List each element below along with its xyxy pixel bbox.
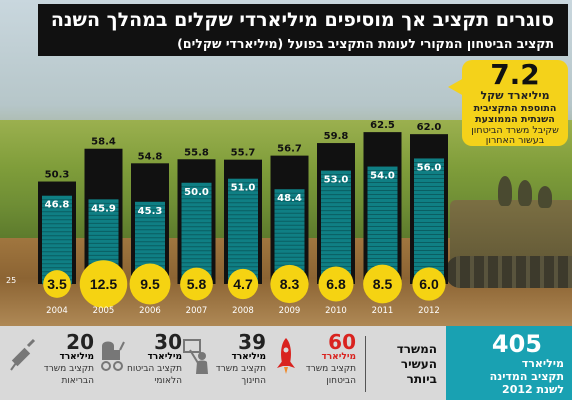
- addition-value-label: 6.8: [326, 276, 346, 292]
- actual-value-label: 56.7: [277, 144, 302, 155]
- actual-value-label: 58.4: [91, 137, 116, 148]
- actual-value-label: 55.8: [184, 147, 209, 158]
- addition-circle: [180, 267, 213, 301]
- year-tick-label: 2010: [325, 306, 347, 316]
- ministry-value: 30: [154, 330, 182, 354]
- addition-circle: [79, 260, 128, 308]
- budget-chart: 50.3 46.8 3.5 2004 58.4 45.9 12.5 2005 54.8 45.3 9…: [38, 120, 448, 316]
- syringe-icon: [10, 338, 36, 371]
- ministry-unit: מיליארד: [321, 352, 356, 362]
- ministry-value: 60: [328, 330, 356, 354]
- vehicle-tread: [446, 256, 572, 288]
- original-value-label: 45.3: [138, 206, 163, 217]
- actual-value-label: 50.3: [45, 170, 70, 181]
- average-addition-callout: 7.2 מיליארד שקל התוספת התקציבית השנתית ה…: [448, 58, 568, 146]
- richest-ministry-label: המשרד העשיר ביותר: [365, 336, 439, 392]
- original-value-label: 53.0: [324, 175, 349, 186]
- ministry-unit: מיליארד: [59, 352, 94, 362]
- addition-value-label: 8.3: [280, 276, 300, 292]
- original-value-label: 54.0: [370, 171, 395, 182]
- year-tick-label: 2004: [46, 306, 68, 316]
- addition-value-label: 4.7: [233, 276, 253, 292]
- ministry-label: תקציב הביטוח: [127, 364, 182, 374]
- actual-value-label: 54.8: [138, 151, 163, 162]
- year-tick-label: 2007: [186, 306, 208, 316]
- state-budget-value: 405: [491, 330, 542, 358]
- ministry-education: 39 מיליארד תקציב משרד החינוך: [180, 330, 268, 398]
- ministry-value: 39: [238, 330, 266, 354]
- addition-value-label: 6.0: [419, 276, 439, 292]
- addition-circle: [412, 267, 446, 301]
- callout-line: התוספת התקציבית: [473, 103, 557, 114]
- ministry-label: תקציב משרד: [305, 364, 356, 374]
- actual-value-label: 62.0: [417, 122, 442, 133]
- original-value-label: 45.9: [91, 203, 116, 214]
- callout-unit: מיליארד שקל: [480, 89, 550, 102]
- addition-value-label: 9.5: [140, 276, 160, 292]
- ministry-label: הבריאות: [61, 376, 94, 386]
- axis-baseline-label: 25: [6, 276, 17, 285]
- addition-circle: [43, 270, 71, 298]
- ministry-label: הלאומי: [154, 376, 182, 386]
- ministry-unit: מיליארד: [231, 352, 266, 362]
- callout-line: השנתית הממוצעת: [475, 114, 555, 125]
- state-budget-unit: מיליארד: [521, 357, 564, 370]
- bar-original: [321, 170, 351, 284]
- ministry-health: 20 מיליארד תקציב משרד הבריאות: [8, 330, 96, 398]
- addition-circle: [270, 264, 309, 304]
- ministry-unit: מיליארד: [147, 352, 182, 362]
- title-banner: סוגרים תקציב אך מוסיפים מיליארדי שקלים ב…: [38, 4, 568, 56]
- state-budget-box: 405 מיליארד תקציב המדינה לשנת 2012: [446, 326, 572, 400]
- year-tick-label: 2008: [232, 306, 254, 316]
- ministry-defense: 60 מיליארד תקציב משרד הביטחון: [270, 330, 358, 398]
- ministry-label: החינוך: [241, 376, 266, 386]
- addition-value-label: 5.8: [187, 276, 207, 292]
- year-tick-label: 2012: [418, 306, 440, 316]
- original-value-label: 50.0: [184, 187, 209, 198]
- ministry-label: תקציב משרד: [215, 364, 266, 374]
- callout-line: בעשור האחרון: [485, 135, 545, 146]
- state-budget-year: לשנת 2012: [502, 383, 564, 396]
- bar-original: [414, 158, 444, 284]
- soldier-figure: [538, 186, 552, 208]
- original-value-label: 51.0: [231, 183, 256, 194]
- chart-title: סוגרים תקציב אך מוסיפים מיליארדי שקלים ב…: [50, 9, 554, 31]
- callout-line: שקיבל משרד הביטחון: [471, 125, 559, 136]
- baby-stroller-icon: [101, 341, 125, 371]
- addition-circle: [318, 266, 354, 302]
- addition-circle: [363, 264, 402, 304]
- original-value-label: 48.4: [277, 193, 302, 204]
- addition-circle: [129, 263, 171, 305]
- ministry-value: 20: [66, 330, 94, 354]
- rocket-icon: [277, 338, 295, 374]
- soldier-figure: [518, 180, 532, 206]
- soldier-figure: [498, 176, 512, 206]
- year-tick-label: 2005: [93, 306, 115, 316]
- addition-value-label: 12.5: [90, 276, 117, 292]
- richest-line: העשיר: [400, 357, 437, 371]
- ministry-label: תקציב משרד: [43, 364, 94, 374]
- chart-subtitle: תקציב הביטחון המקורי לעומת התקציב בפועל …: [177, 36, 554, 51]
- actual-value-label: 55.7: [231, 148, 256, 159]
- ministry-label: הביטחון: [326, 376, 356, 386]
- actual-value-label: 62.5: [370, 120, 395, 131]
- teacher-icon: [183, 339, 208, 374]
- addition-circle: [227, 268, 259, 300]
- original-value-label: 46.8: [45, 200, 70, 211]
- year-tick-label: 2006: [139, 306, 161, 316]
- addition-value-label: 3.5: [47, 276, 67, 292]
- callout-value: 7.2: [490, 58, 540, 91]
- addition-value-label: 8.5: [373, 276, 393, 292]
- ministry-national-insurance: 30 מיליארד תקציב הביטוח הלאומי: [96, 330, 184, 398]
- actual-value-label: 59.8: [324, 131, 349, 142]
- year-tick-label: 2009: [279, 306, 301, 316]
- year-tick-label: 2011: [372, 306, 394, 316]
- state-budget-label: תקציב המדינה: [489, 370, 564, 383]
- richest-line: ביותר: [406, 372, 437, 386]
- richest-line: המשרד: [396, 342, 437, 356]
- original-value-label: 56.0: [417, 162, 442, 173]
